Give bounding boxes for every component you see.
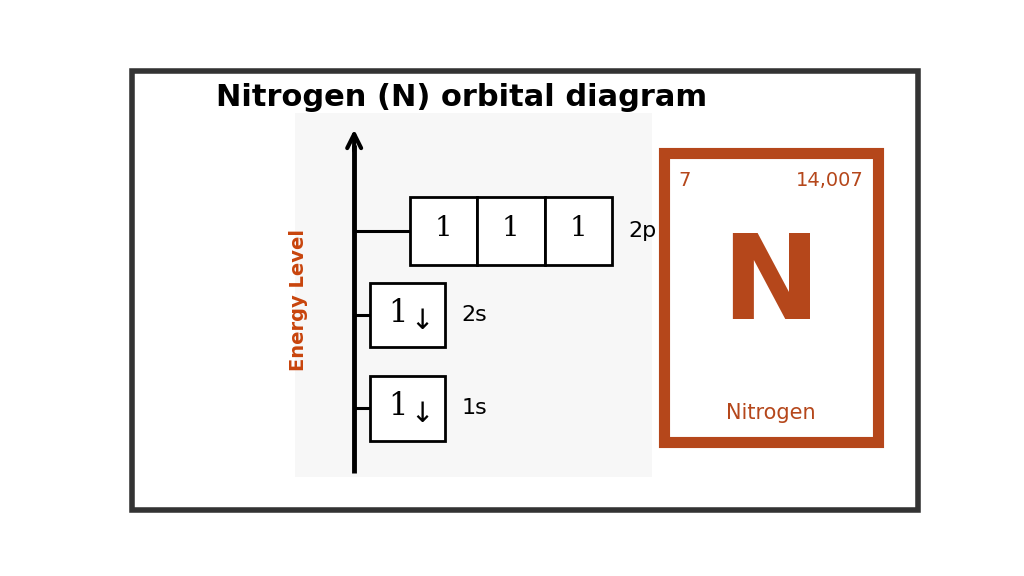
Bar <box>477 196 545 266</box>
Text: 1: 1 <box>502 215 520 242</box>
Bar <box>370 376 445 441</box>
Text: ↓: ↓ <box>411 306 433 335</box>
Text: 1s: 1s <box>461 399 487 418</box>
Text: Nitrogen (N) orbital diagram: Nitrogen (N) orbital diagram <box>216 84 707 112</box>
Text: 7: 7 <box>678 171 690 190</box>
Text: 1: 1 <box>388 391 408 422</box>
Text: 2s: 2s <box>461 305 487 325</box>
Text: Energy Level: Energy Level <box>289 229 308 371</box>
Text: Nitrogen: Nitrogen <box>726 403 816 423</box>
Bar <box>545 196 612 266</box>
Text: 1: 1 <box>388 298 408 328</box>
Text: N: N <box>721 229 820 343</box>
Bar <box>664 153 878 442</box>
Text: ↓: ↓ <box>411 400 433 428</box>
Text: 1: 1 <box>569 215 587 242</box>
Bar <box>410 196 477 266</box>
Text: 14,007: 14,007 <box>796 171 863 190</box>
Text: 2p: 2p <box>628 221 656 241</box>
Text: 1: 1 <box>434 215 453 242</box>
Bar <box>295 113 652 477</box>
Bar <box>370 283 445 347</box>
